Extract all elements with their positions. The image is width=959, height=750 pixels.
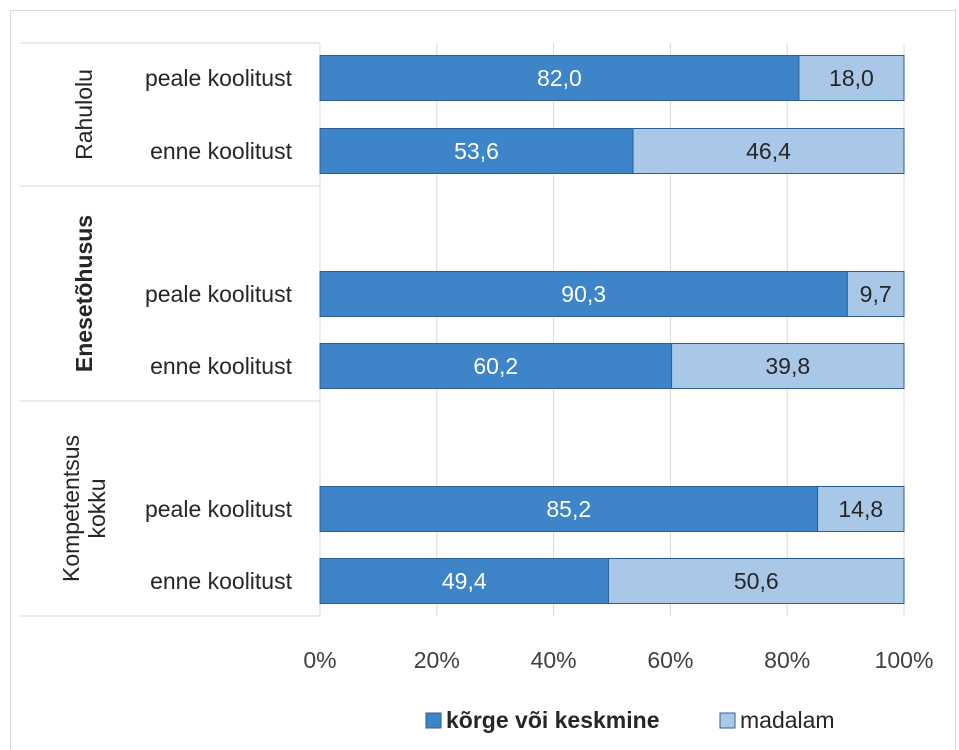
category-label-4: peale koolitust [145, 496, 293, 522]
bar-madalam-3 [671, 343, 905, 389]
legend-label-korge: kõrge või keskmine [446, 707, 660, 733]
chart-frame [10, 10, 956, 750]
x-tick-label-3: 60% [647, 647, 693, 673]
category-label-1: enne koolitust [150, 138, 293, 164]
data-label-madalam-2: 9,7 [860, 281, 892, 307]
data-label-korge-0: 82,0 [537, 65, 582, 91]
data-label-korge-3: 60,2 [473, 353, 518, 379]
group-label-1: Enesetõhusus [71, 215, 97, 372]
category-label-3: enne koolitust [150, 353, 293, 379]
bar-korge-5 [319, 558, 609, 604]
legend-label-madalam: madalam [740, 707, 835, 733]
x-tick-label-4: 80% [764, 647, 810, 673]
group-label-2: Kompetentsuskokku [58, 435, 110, 582]
bar-korge-4 [319, 486, 819, 532]
data-label-korge-1: 53,6 [454, 138, 499, 164]
data-label-madalam-3: 39,8 [765, 353, 810, 379]
legend-swatch-madalam [719, 712, 736, 729]
bar-madalam-1 [632, 128, 905, 174]
x-tick-label-1: 20% [414, 647, 460, 673]
data-label-korge-5: 49,4 [442, 568, 487, 594]
data-label-madalam-5: 50,6 [734, 568, 779, 594]
bar-madalam-2 [846, 271, 905, 317]
x-tick-label-0: 0% [303, 647, 336, 673]
data-label-madalam-4: 14,8 [838, 496, 883, 522]
legend-swatch-korge [425, 712, 442, 729]
bar-korge-2 [319, 271, 848, 317]
bar-madalam-0 [798, 55, 905, 101]
bar-madalam-5 [607, 558, 905, 604]
category-label-2: peale koolitust [145, 281, 293, 307]
bar-madalam-4 [817, 486, 905, 532]
data-label-madalam-0: 18,0 [829, 65, 874, 91]
category-label-5: enne koolitust [150, 568, 293, 594]
data-label-madalam-1: 46,4 [746, 138, 791, 164]
data-label-korge-2: 90,3 [561, 281, 606, 307]
bar-korge-0 [319, 55, 800, 101]
group-label-0: Rahulolu [71, 69, 97, 160]
category-label-0: peale koolitust [145, 65, 293, 91]
x-tick-label-5: 100% [875, 647, 934, 673]
bar-korge-3 [319, 343, 673, 389]
bar-korge-1 [319, 128, 634, 174]
data-label-korge-4: 85,2 [546, 496, 591, 522]
x-tick-label-2: 40% [531, 647, 577, 673]
